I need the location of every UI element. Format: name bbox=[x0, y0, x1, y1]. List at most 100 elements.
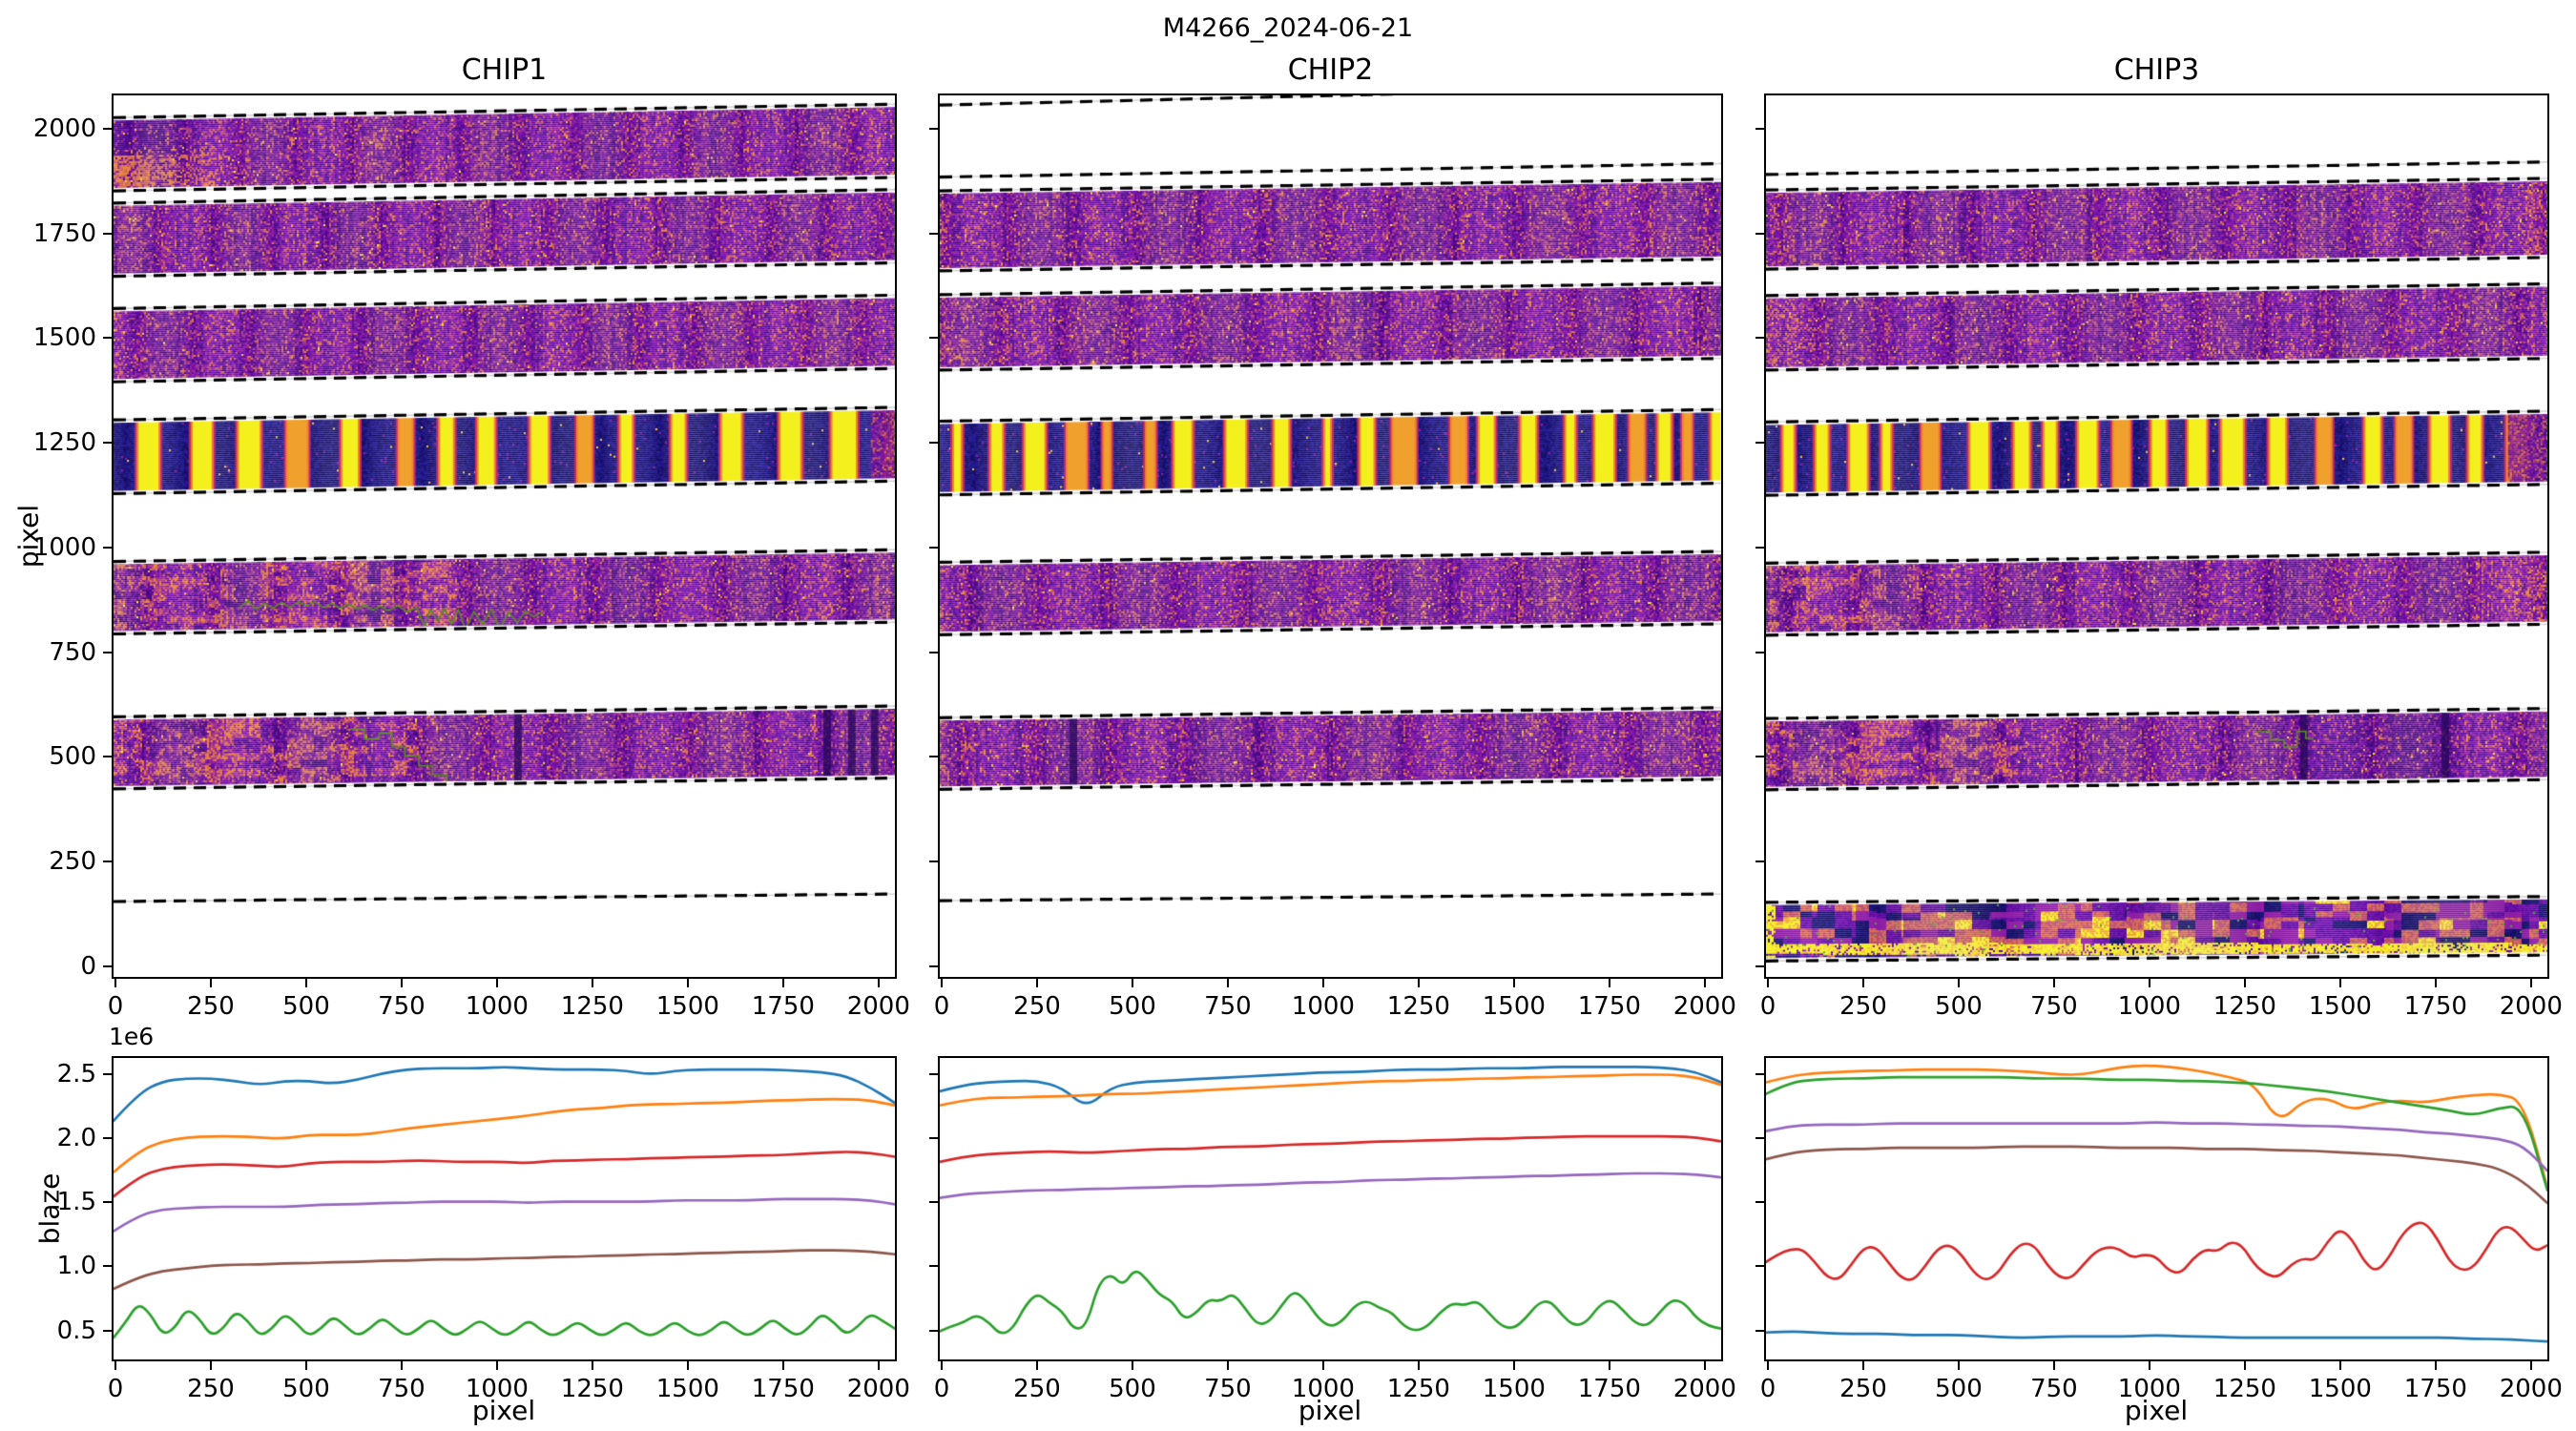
y-tick-label: 1.5 bbox=[56, 1188, 96, 1217]
y-tick-label: 0.5 bbox=[56, 1316, 96, 1345]
x-tick-label: 1500 bbox=[1482, 1375, 1546, 1403]
x-tick-label: 2000 bbox=[846, 992, 910, 1021]
x-tick-mark bbox=[1321, 979, 1324, 987]
x-tick-label: 500 bbox=[282, 992, 330, 1021]
x-tick-mark bbox=[877, 1361, 880, 1370]
x-tick-mark bbox=[2148, 1361, 2150, 1370]
y-tick-mark bbox=[929, 756, 938, 758]
y-tick-mark bbox=[929, 1329, 938, 1332]
x-tick-mark bbox=[1608, 979, 1610, 987]
x-tick-mark bbox=[1703, 979, 1706, 987]
x-tick-mark bbox=[1703, 1361, 1706, 1370]
y-tick-mark bbox=[103, 756, 112, 758]
y-tick-mark bbox=[1755, 337, 1764, 340]
x-tick-mark bbox=[781, 1361, 784, 1370]
x-tick-label: 1750 bbox=[1577, 992, 1641, 1021]
y-tick-mark bbox=[929, 651, 938, 653]
x-tick-label: 1250 bbox=[2212, 1375, 2276, 1403]
x-tick-label: 2000 bbox=[2499, 992, 2563, 1021]
x-tick-label: 750 bbox=[1204, 992, 1252, 1021]
chip1-title: CHIP1 bbox=[461, 53, 548, 87]
chip2-detector-image bbox=[940, 95, 1721, 977]
y-tick-mark bbox=[929, 127, 938, 130]
x-tick-mark bbox=[877, 979, 880, 987]
x-tick-mark bbox=[304, 1361, 307, 1370]
y-tick-label: 1.0 bbox=[56, 1252, 96, 1281]
x-tick-label: 500 bbox=[1109, 992, 1156, 1021]
x-tick-label: 0 bbox=[933, 992, 950, 1021]
x-tick-label: 1000 bbox=[465, 992, 529, 1021]
x-tick-label: 1500 bbox=[2308, 992, 2372, 1021]
chip1-blaze-panel: 0 250 500 750 1000 1250 1500 1750 2000 0.5 1.0 1.5 2… bbox=[57, 1056, 910, 1403]
x-tick-label: 1500 bbox=[655, 992, 719, 1021]
y-tick-mark bbox=[929, 232, 938, 235]
x-tick-label: 2000 bbox=[1672, 1375, 1736, 1403]
x-tick-label: 2000 bbox=[1672, 992, 1736, 1021]
x-tick-label: 250 bbox=[1839, 992, 1887, 1021]
y-tick-label: 500 bbox=[49, 742, 96, 772]
x-tick-mark bbox=[2243, 1361, 2246, 1370]
x-tick-mark bbox=[114, 1361, 116, 1370]
chip3-blaze-plot bbox=[1766, 1058, 2547, 1359]
y-tick-mark bbox=[929, 1072, 938, 1075]
y-tick-mark bbox=[929, 1137, 938, 1140]
y-tick-mark bbox=[1755, 861, 1764, 863]
y-tick-mark bbox=[1755, 232, 1764, 235]
chip1-blaze-plot bbox=[114, 1058, 895, 1359]
y-tick-mark bbox=[103, 651, 112, 653]
y-tick-label: 0 bbox=[80, 951, 96, 981]
x-tick-label: 250 bbox=[1013, 1375, 1061, 1403]
y-tick-mark bbox=[103, 1265, 112, 1268]
y-tick-mark bbox=[929, 1201, 938, 1204]
x-tick-label: 0 bbox=[1759, 1375, 1776, 1403]
x-tick-label: 1750 bbox=[2403, 1375, 2467, 1403]
x-tick-label: 1250 bbox=[560, 1375, 624, 1403]
y-tick-mark bbox=[103, 442, 112, 445]
x-tick-label: 1250 bbox=[560, 992, 624, 1021]
x-tick-mark bbox=[686, 1361, 689, 1370]
x-tick-label: 1250 bbox=[1386, 1375, 1450, 1403]
y-tick-mark bbox=[103, 127, 112, 130]
y-tick-mark bbox=[103, 546, 112, 549]
chip3-blaze-xlabel: pixel bbox=[2124, 1395, 2189, 1426]
y-tick-mark bbox=[929, 964, 938, 967]
chip3-title: CHIP3 bbox=[2113, 53, 2200, 87]
x-tick-mark bbox=[495, 1361, 498, 1370]
x-tick-label: 1250 bbox=[1386, 992, 1450, 1021]
x-tick-mark bbox=[1035, 1361, 1038, 1370]
x-tick-label: 750 bbox=[2030, 1375, 2078, 1403]
chip2-title: CHIP2 bbox=[1287, 53, 1374, 87]
x-tick-mark bbox=[1861, 979, 1864, 987]
x-tick-label: 250 bbox=[187, 992, 235, 1021]
x-tick-label: 0 bbox=[1759, 992, 1776, 1021]
x-tick-mark bbox=[1767, 979, 1769, 987]
x-tick-label: 2000 bbox=[846, 1375, 910, 1403]
x-tick-label: 750 bbox=[2030, 992, 2078, 1021]
x-tick-mark bbox=[591, 979, 593, 987]
x-tick-label: 2000 bbox=[2499, 1375, 2563, 1403]
x-tick-mark bbox=[941, 1361, 943, 1370]
y-tick-label: 1500 bbox=[32, 323, 96, 353]
x-tick-mark bbox=[209, 979, 212, 987]
y-tick-mark bbox=[1755, 546, 1764, 549]
chip3-blaze-panel: 0 250 500 750 1000 1250 1500 1750 2000 bbox=[1755, 1056, 2563, 1403]
y-tick-mark bbox=[103, 1072, 112, 1075]
y-tick-label: 1750 bbox=[32, 218, 96, 248]
y-tick-mark bbox=[929, 546, 938, 549]
x-tick-mark bbox=[2052, 979, 2055, 987]
chip1-blaze-xlabel: pixel bbox=[471, 1395, 536, 1426]
x-tick-mark bbox=[304, 979, 307, 987]
chip3-detector-image bbox=[1766, 95, 2547, 977]
x-tick-label: 1000 bbox=[1291, 1375, 1355, 1403]
x-tick-label: 1750 bbox=[751, 992, 815, 1021]
x-tick-label: 0 bbox=[107, 992, 124, 1021]
x-tick-mark bbox=[2052, 1361, 2055, 1370]
x-tick-label: 750 bbox=[378, 1375, 426, 1403]
y-tick-label: 250 bbox=[49, 847, 96, 877]
y-tick-label: 1250 bbox=[32, 428, 96, 458]
x-tick-mark bbox=[1417, 979, 1420, 987]
x-tick-mark bbox=[400, 1361, 403, 1370]
x-tick-mark bbox=[114, 979, 116, 987]
y-tick-mark bbox=[1755, 1265, 1764, 1268]
x-tick-label: 250 bbox=[187, 1375, 235, 1403]
